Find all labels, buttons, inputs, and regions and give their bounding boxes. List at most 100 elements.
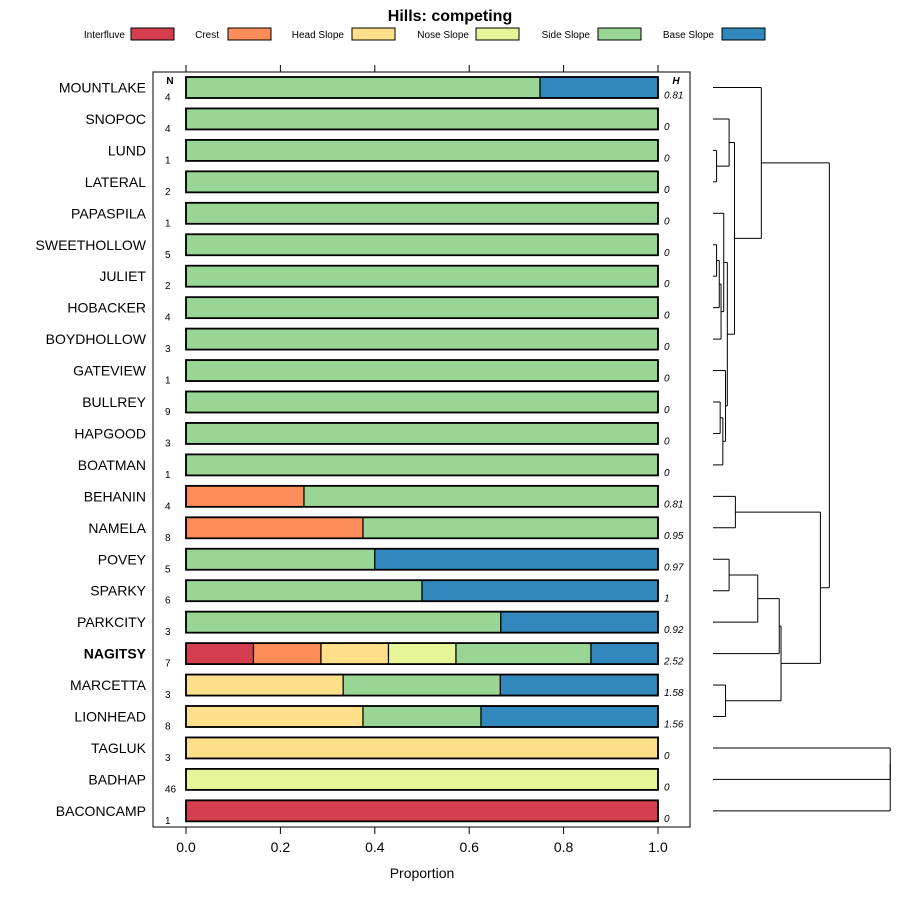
- bar-segment: [185, 328, 659, 351]
- bar-segment: [185, 390, 659, 414]
- row-h: 0: [664, 185, 670, 196]
- x-tick-label: 1.0: [648, 839, 668, 855]
- bar-row: NAGITSY 7 2.52: [84, 642, 684, 670]
- bar-row: MARCETTA 3 1.58: [70, 673, 684, 701]
- row-h: 0: [664, 405, 670, 416]
- bar-outline: [185, 705, 659, 728]
- bar-outline: [185, 170, 659, 194]
- row-n: 7: [165, 659, 171, 670]
- bar-row: PARKCITY 3 0.92: [77, 610, 684, 638]
- row-label: HAPGOOD: [74, 425, 146, 441]
- bar-row: SPARKY 6 1: [90, 579, 670, 607]
- row-label: BEHANIN: [84, 488, 146, 504]
- bar-row: BADHAP 46 0: [88, 768, 670, 795]
- row-label: LUND: [108, 142, 146, 158]
- bar-row: BACONCAMP 1 0: [56, 799, 670, 827]
- legend-swatch: [351, 27, 396, 41]
- row-h: 0: [664, 782, 670, 793]
- row-label: BOATMAN: [78, 457, 146, 473]
- row-n: 1: [165, 376, 171, 387]
- row-h: 0.81: [664, 499, 683, 510]
- bar-outline: [185, 327, 659, 351]
- legend-label: Base Slope: [663, 30, 715, 41]
- bar-segment: [421, 579, 659, 602]
- row-label: MARCETTA: [70, 677, 147, 693]
- row-n: 5: [165, 250, 171, 261]
- bar-segment: [387, 642, 457, 665]
- bar-outline: [185, 547, 659, 571]
- row-n: 8: [165, 722, 171, 733]
- bar-segment: [320, 642, 390, 665]
- bar-outline: [185, 516, 659, 540]
- bar-row: BEHANIN 4 0.81: [84, 484, 683, 512]
- bar-outline: [185, 673, 659, 697]
- x-tick-label: 0.2: [271, 839, 291, 855]
- row-label: GATEVIEW: [73, 363, 147, 379]
- x-axis: 0.0 0.2 0.4 0.6 0.8 1.0: [176, 65, 668, 855]
- bar-row: JULIET 2 0: [99, 264, 670, 292]
- legend-label: Head Slope: [292, 30, 345, 41]
- bar-row: NAMELA 8 0.95: [88, 516, 684, 544]
- row-h: 0.95: [664, 531, 684, 542]
- bar-segment: [455, 642, 592, 665]
- bar-row: HAPGOOD 3 0: [74, 422, 670, 449]
- row-label: JULIET: [99, 268, 146, 284]
- bar-outline: [185, 359, 659, 382]
- bar-segment: [362, 705, 482, 728]
- row-h: 0.81: [664, 91, 683, 102]
- row-n: 1: [165, 218, 171, 229]
- row-h: 0: [664, 311, 670, 322]
- n-header: N: [166, 76, 173, 87]
- row-label: SPARKY: [90, 583, 146, 599]
- row-label: POVEY: [98, 551, 147, 567]
- bar-outline: [185, 422, 659, 445]
- row-h: 0: [664, 153, 670, 164]
- row-label: BACONCAMP: [56, 803, 146, 819]
- bar-segment: [185, 296, 659, 319]
- row-label: NAMELA: [88, 520, 146, 536]
- legend-swatch: [475, 27, 520, 41]
- row-label: BOYDHOLLOW: [46, 331, 147, 347]
- legend-label: Nose Slope: [417, 30, 469, 41]
- row-h: 0: [664, 436, 670, 447]
- x-tick-label: 0.0: [176, 839, 196, 855]
- row-label: BADHAP: [88, 771, 146, 787]
- bar-segment: [500, 611, 659, 634]
- row-n: 4: [165, 313, 171, 324]
- row-h: 0: [664, 751, 670, 762]
- row-n: 4: [165, 501, 171, 512]
- bar-row: BULLREY 9 0: [82, 390, 670, 418]
- x-tick-label: 0.6: [459, 839, 479, 855]
- row-n: 3: [165, 690, 171, 701]
- bar-row: BOYDHOLLOW 3 0: [46, 327, 670, 355]
- bar-segment: [362, 516, 659, 539]
- bar-segment: [342, 673, 501, 697]
- bar-segment: [185, 453, 659, 476]
- bar-segment: [185, 76, 541, 99]
- row-label: LIONHEAD: [74, 709, 146, 725]
- legend-label: Side Slope: [542, 30, 591, 41]
- bar-outline: [185, 453, 659, 477]
- row-h: 0.92: [664, 625, 684, 636]
- bar-outline: [185, 390, 659, 414]
- bar-segment: [480, 705, 659, 728]
- bar-segment: [252, 642, 322, 665]
- bar-outline: [185, 107, 659, 131]
- bar-outline: [185, 233, 659, 257]
- row-h: 0.97: [664, 562, 684, 573]
- bar-row: HOBACKER 4 0: [67, 296, 670, 324]
- bar-outline: [185, 264, 659, 288]
- bar-row: GATEVIEW 1 0: [73, 359, 670, 387]
- row-h: 0: [664, 279, 670, 290]
- bar-row: BOATMAN 1 0: [78, 453, 670, 481]
- bar-outline: [185, 799, 659, 823]
- row-label: PARKCITY: [77, 614, 147, 630]
- row-label: PAPASPILA: [71, 205, 147, 221]
- row-h: 1.58: [664, 688, 684, 699]
- row-label: MOUNTLAKE: [59, 80, 146, 96]
- h-header: H: [672, 76, 680, 87]
- row-h: 0: [664, 342, 670, 353]
- row-n: 1: [165, 470, 171, 481]
- row-label: NAGITSY: [84, 646, 147, 662]
